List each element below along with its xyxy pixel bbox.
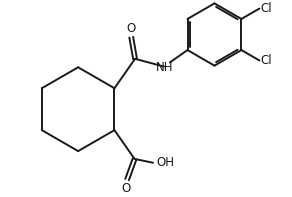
Text: Cl: Cl: [260, 2, 272, 15]
Text: OH: OH: [156, 156, 174, 169]
Text: O: O: [122, 182, 131, 195]
Text: NH: NH: [156, 61, 173, 74]
Text: Cl: Cl: [260, 54, 272, 67]
Text: O: O: [127, 22, 136, 35]
